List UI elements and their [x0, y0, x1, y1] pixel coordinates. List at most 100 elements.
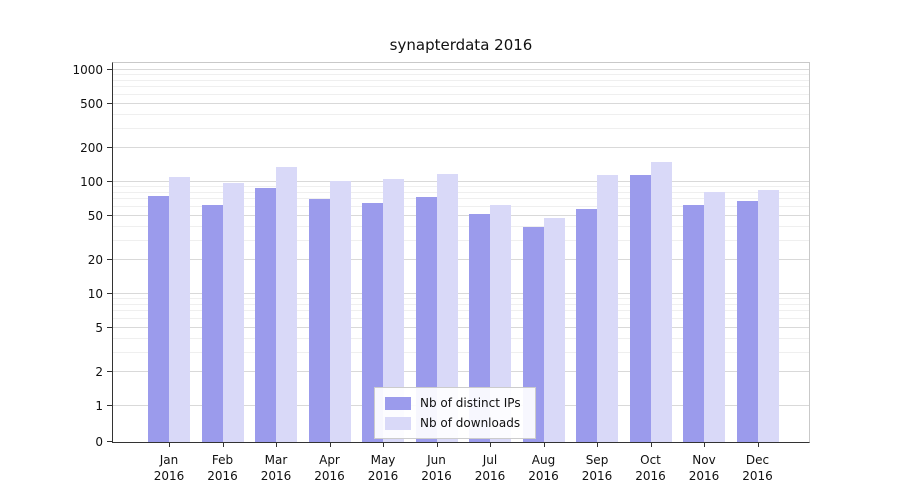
- x-tick-mark-may: [383, 442, 384, 447]
- y-tick-label-5: 5: [95, 320, 103, 335]
- bar-downloads-mar: [276, 167, 297, 442]
- y-tick-label-20: 20: [87, 253, 103, 268]
- gridline-minor-9: [113, 298, 809, 300]
- gridline-major-100: [113, 181, 809, 182]
- legend-item-distinct-ips: Nb of distinct IPs: [385, 396, 521, 410]
- x-tick-mark-sep: [597, 442, 598, 447]
- y-tick-label-100: 100: [80, 175, 103, 189]
- gridline-minor-800: [113, 79, 809, 81]
- gridline-minor-600: [113, 93, 809, 95]
- gridline-minor-90: [113, 186, 809, 188]
- x-tick-label-feb: Feb 2016: [207, 453, 238, 483]
- bar-downloads-aug: [543, 217, 565, 442]
- gridline-major-500: [113, 102, 809, 104]
- y-tick-mark-100: [107, 181, 112, 182]
- x-tick-mark-mar: [276, 442, 277, 447]
- legend-swatch-distinct-ips: [385, 396, 411, 410]
- gridline-minor-40: [113, 225, 809, 227]
- y-tick-mark-1000: [107, 69, 112, 70]
- y-tick-mark-5: [107, 326, 112, 328]
- x-tick-mark-aug: [543, 442, 545, 447]
- gridline-major-200: [113, 147, 809, 149]
- y-tick-label-10: 10: [87, 287, 103, 301]
- bar-downloads-may: [383, 178, 404, 442]
- x-tick-label-jul: Jul 2016: [474, 453, 506, 483]
- x-tick-label-dec: Dec 2016: [742, 453, 773, 483]
- y-tick-mark-1: [107, 405, 112, 406]
- x-tick-mark-oct: [650, 442, 652, 447]
- bar-distinct-ips-sep: [576, 208, 597, 442]
- gridline-major-2: [113, 371, 809, 373]
- legend-label-distinct-ips: Nb of distinct IPs: [420, 396, 521, 410]
- bar-distinct-ips-jun: [415, 196, 437, 442]
- y-tick-mark-200: [107, 147, 112, 149]
- x-tick-mark-apr: [329, 442, 331, 447]
- bar-downloads-apr: [329, 180, 351, 442]
- y-tick-label-0: 0: [95, 435, 103, 449]
- y-tick-mark-2: [107, 371, 112, 373]
- gridline-minor-70: [113, 198, 809, 200]
- gridline-minor-7: [113, 310, 809, 312]
- x-tick-label-nov: Nov 2016: [688, 453, 720, 483]
- legend-swatch-downloads: [385, 416, 411, 430]
- x-tick-label-oct: Oct 2016: [635, 453, 666, 483]
- bar-distinct-ips-oct: [629, 175, 651, 442]
- y-tick-mark-500: [107, 102, 112, 104]
- bar-downloads-dec: [757, 190, 779, 442]
- gridline-major-50: [113, 214, 809, 216]
- x-tick-label-jun: Jun 2016: [421, 453, 452, 483]
- bar-downloads-jul: [490, 205, 511, 442]
- gridline-major-1000: [113, 69, 809, 70]
- gridline-minor-4: [113, 337, 809, 339]
- x-tick-label-jan: Jan 2016: [153, 453, 185, 483]
- y-tick-mark-0: [107, 441, 112, 442]
- gridline-minor-700: [113, 86, 809, 88]
- y-tick-mark-20: [107, 259, 112, 261]
- x-tick-mark-jan: [169, 442, 170, 447]
- y-tick-label-500: 500: [80, 96, 103, 111]
- gridline-minor-30: [113, 239, 809, 241]
- gridline-minor-60: [113, 205, 809, 207]
- bar-distinct-ips-jan: [148, 196, 169, 442]
- y-tick-label-50: 50: [87, 208, 103, 223]
- x-tick-mark-feb: [222, 442, 224, 447]
- gridline-minor-900: [113, 74, 809, 76]
- bar-distinct-ips-may: [362, 202, 383, 442]
- x-tick-label-apr: Apr 2016: [314, 453, 345, 483]
- y-tick-label-1000: 1000: [72, 63, 103, 77]
- bar-distinct-ips-mar: [255, 188, 276, 442]
- x-tick-mark-jun: [436, 442, 438, 447]
- y-tick-label-2: 2: [95, 365, 103, 380]
- bar-downloads-jan: [169, 177, 190, 442]
- chart-title: synapterdata 2016: [389, 36, 533, 54]
- gridline-minor-300: [113, 127, 809, 129]
- bar-downloads-sep: [597, 175, 618, 442]
- y-tick-mark-10: [107, 293, 112, 294]
- bar-distinct-ips-dec: [736, 201, 758, 442]
- bar-distinct-ips-nov: [683, 205, 704, 442]
- gridline-major-20: [113, 259, 809, 261]
- gridline-minor-8: [113, 303, 809, 305]
- x-tick-label-may: May 2016: [367, 453, 399, 483]
- y-tick-mark-50: [107, 214, 112, 216]
- plot-area: 0 1 2 5 10 20 50 100 200 500 1000 Jan 2016 Feb 2016…: [72, 62, 810, 483]
- bar-distinct-ips-feb: [201, 205, 223, 442]
- x-tick-label-aug: Aug 2016: [528, 453, 559, 483]
- bar-downloads-oct: [650, 162, 672, 442]
- gridline-minor-3: [113, 351, 809, 353]
- bar-distinct-ips-apr: [308, 199, 330, 442]
- x-tick-mark-dec: [757, 442, 759, 447]
- y-tick-label-200: 200: [80, 141, 103, 156]
- x-tick-label-sep: Sep 2016: [581, 453, 613, 483]
- x-tick-mark-nov: [704, 442, 705, 447]
- legend: Nb of distinct IPs Nb of downloads: [374, 387, 536, 439]
- y-tick-label-1: 1: [95, 399, 103, 413]
- x-tick-mark-jul: [490, 442, 491, 447]
- bar-downloads-jun: [436, 173, 458, 442]
- legend-label-downloads: Nb of downloads: [420, 416, 521, 430]
- x-tick-label-mar: Mar 2016: [260, 453, 292, 483]
- gridline-minor-6: [113, 317, 809, 319]
- gridline-major-5: [113, 326, 809, 328]
- bar-distinct-ips-jul: [469, 213, 490, 442]
